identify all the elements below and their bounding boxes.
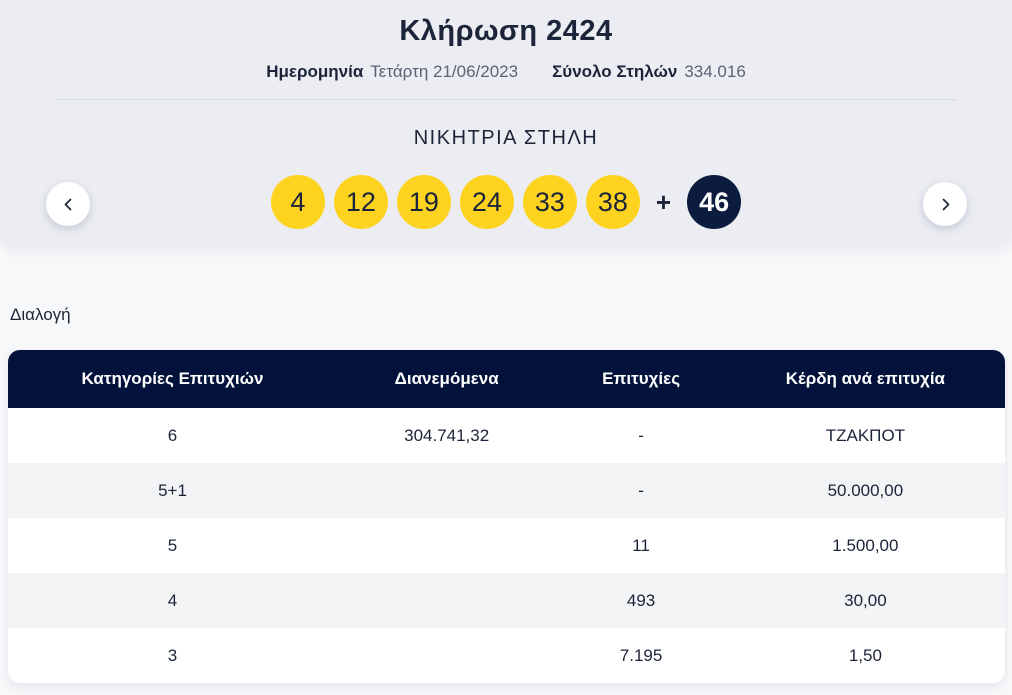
cell-category: 5+1	[158, 480, 187, 500]
next-draw-button[interactable]	[923, 182, 967, 226]
draw-date: Ημερομηνία Τετάρτη 21/06/2023	[266, 62, 518, 82]
cell-winners: 7.195	[619, 645, 663, 665]
cell-category: 3	[167, 645, 178, 665]
total-columns-label: Σύνολο Στηλών	[552, 62, 678, 81]
header-distributed: Διανεμόμενα	[394, 369, 499, 388]
winning-numbers: 4 12 19 24 33 38 + 46	[0, 175, 1012, 229]
chevron-right-icon	[938, 197, 953, 212]
table-row: 3 7.195 1,50	[8, 628, 1005, 683]
plus-sign: +	[655, 186, 672, 217]
winning-column-title: ΝΙΚΗΤΡΙΑ ΣΤΗΛΗ	[413, 127, 599, 149]
cell-category: 4	[167, 590, 178, 610]
header-prize-per-win: Κέρδη ανά επιτυχία	[785, 369, 945, 388]
winning-number-ball: 33	[522, 175, 577, 229]
cell-category: 6	[167, 425, 178, 445]
cell-distributed: 304.741,32	[404, 425, 490, 445]
header-categories: Κατηγορίες Επιτυχιών	[81, 369, 264, 388]
cell-prize: 1,50	[848, 645, 882, 665]
draw-title: Κλήρωση 2424	[399, 15, 613, 47]
cell-category: 5	[167, 535, 178, 555]
bonus-number-ball: 46	[687, 175, 742, 229]
header-winners: Επιτυχίες	[602, 369, 681, 388]
table-row: 5+1 - 50.000,00	[8, 463, 1005, 518]
table-header-row: Κατηγορίες Επιτυχιών Διανεμόμενα Επιτυχί…	[8, 350, 1005, 408]
table-row: 4 493 30,00	[8, 573, 1005, 628]
draw-info-line: Ημερομηνία Τετάρτη 21/06/2023 Σύνολο Στη…	[0, 62, 1012, 83]
cell-prize: 30,00	[844, 590, 887, 610]
cell-winners: 11	[632, 535, 650, 555]
cell-prize: ΤΖΑΚΠΟΤ	[825, 425, 906, 445]
section-title-dialogi: Διαλογή	[10, 305, 71, 324]
cell-winners: -	[638, 480, 644, 500]
cell-prize: 50.000,00	[827, 480, 904, 500]
total-columns: Σύνολο Στηλών 334.016	[552, 62, 746, 82]
cell-winners: -	[638, 425, 644, 445]
winning-number-ball: 19	[396, 175, 451, 229]
winning-number-ball: 12	[333, 175, 388, 229]
cell-winners: 493	[626, 590, 656, 610]
cell-prize: 1.500,00	[832, 535, 899, 555]
winning-number-ball: 4	[270, 175, 325, 229]
table-row: 6 304.741,32 - ΤΖΑΚΠΟΤ	[8, 408, 1005, 463]
results-table: Κατηγορίες Επιτυχιών Διανεμόμενα Επιτυχί…	[8, 350, 1005, 683]
date-value: Τετάρτη 21/06/2023	[370, 62, 519, 81]
winning-number-ball: 38	[585, 175, 640, 229]
chevron-left-icon	[61, 197, 76, 212]
divider	[55, 99, 957, 100]
table-row: 5 11 1.500,00	[8, 518, 1005, 573]
date-label: Ημερομηνία	[266, 62, 364, 81]
total-columns-value: 334.016	[684, 62, 746, 81]
previous-draw-button[interactable]	[46, 182, 90, 226]
draw-summary-card: Κλήρωση 2424 Ημερομηνία Τετάρτη 21/06/20…	[0, 0, 1012, 245]
winning-number-ball: 24	[459, 175, 514, 229]
